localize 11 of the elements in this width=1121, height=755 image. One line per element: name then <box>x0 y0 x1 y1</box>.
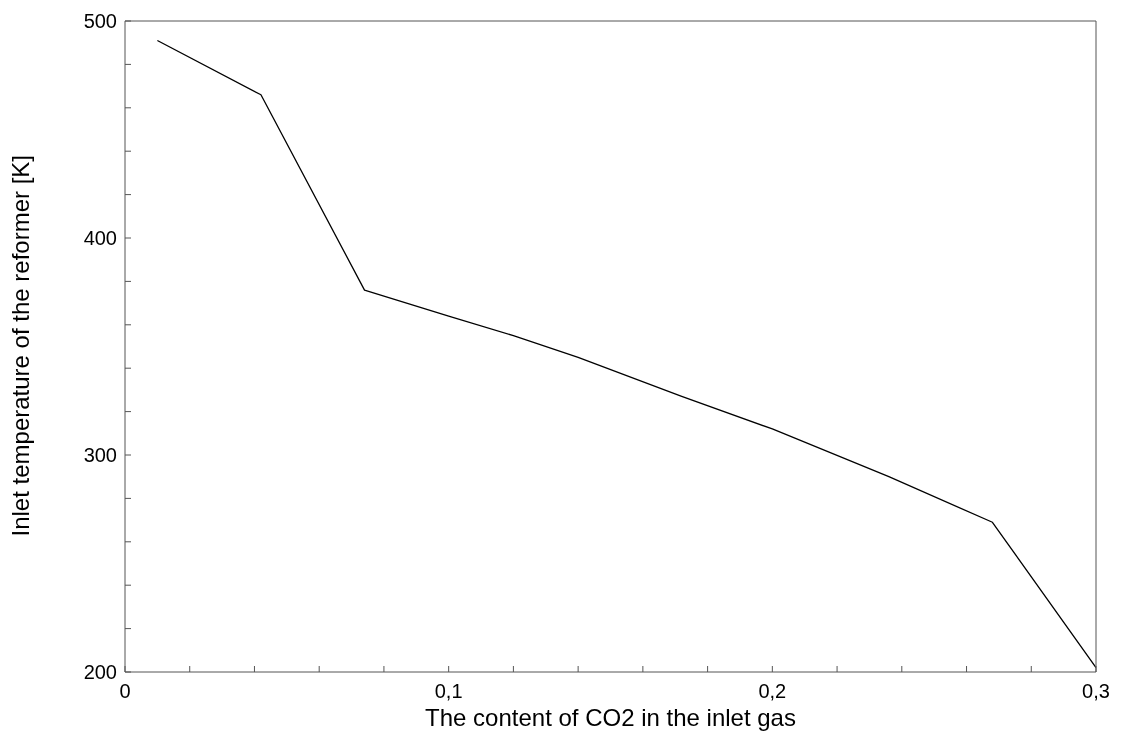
line-series <box>156 39 1096 669</box>
x-tick-label: 0,2 <box>758 680 787 703</box>
y-axis-title: Inlet temperature of the reformer [K] <box>6 154 34 537</box>
y-tick-label: 500 <box>83 10 117 33</box>
y-tick-label: 300 <box>83 444 117 467</box>
x-axis-title: The content of CO2 in the inlet gas <box>425 704 796 731</box>
y-tick-label: 400 <box>83 227 117 250</box>
y-tick-label: 200 <box>83 661 117 684</box>
x-tick-label: 0,3 <box>1082 680 1110 703</box>
x-tick-label: 0 <box>119 680 131 703</box>
x-tick-label: 0,1 <box>434 680 463 703</box>
